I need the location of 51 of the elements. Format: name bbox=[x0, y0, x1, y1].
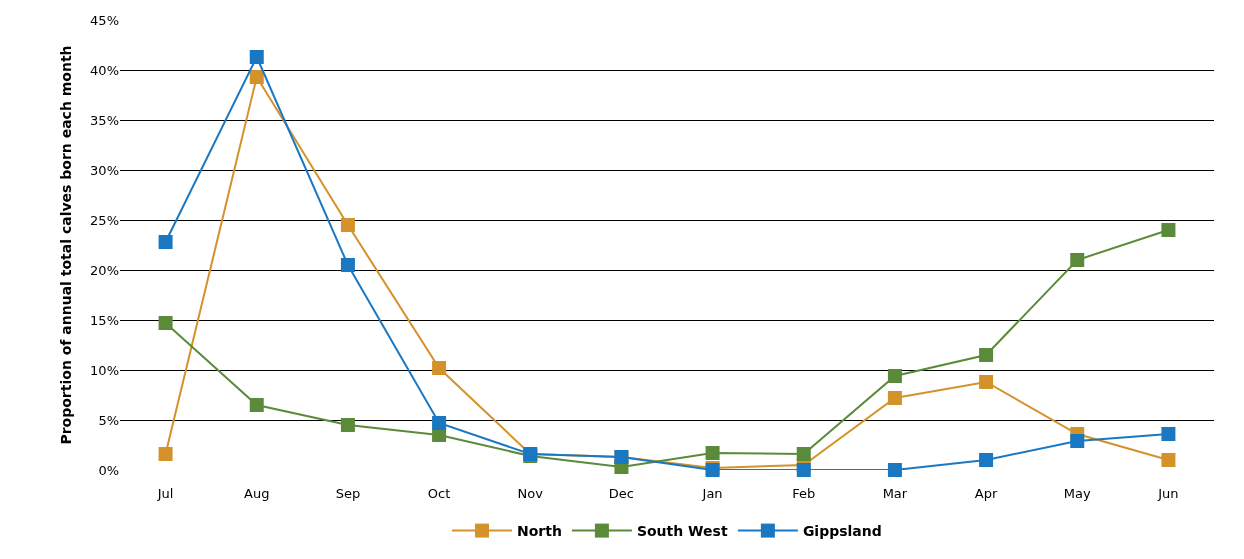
y-tick-label: 25% bbox=[90, 212, 119, 228]
y-axis-title: Proportion of annual total calves born each month bbox=[57, 45, 74, 445]
point bbox=[340, 218, 355, 232]
point bbox=[887, 391, 902, 405]
point bbox=[158, 316, 173, 330]
x-tick-label: Jun bbox=[1157, 486, 1179, 501]
point bbox=[1161, 453, 1176, 467]
point bbox=[249, 50, 264, 64]
y-tick-label: 15% bbox=[90, 312, 119, 328]
y-tick-label: 10% bbox=[90, 362, 119, 378]
x-tick-label: Apr bbox=[974, 486, 998, 501]
point bbox=[432, 361, 447, 375]
y-tick-label: 30% bbox=[90, 162, 119, 178]
x-tick-label: Sep bbox=[335, 486, 361, 501]
y-tick-label: 0% bbox=[98, 462, 119, 478]
x-tick-label: Mar bbox=[882, 486, 908, 501]
point bbox=[979, 348, 994, 362]
point bbox=[249, 70, 264, 84]
x-tick-label: Aug bbox=[244, 486, 270, 501]
y-tick-label: 45% bbox=[90, 12, 119, 28]
point bbox=[340, 258, 355, 272]
point bbox=[249, 398, 264, 412]
y-tick-label: 20% bbox=[90, 262, 119, 278]
point bbox=[796, 447, 811, 461]
point bbox=[979, 375, 994, 389]
x-tick-label: Nov bbox=[517, 486, 544, 501]
point bbox=[1161, 427, 1176, 441]
point bbox=[432, 416, 447, 430]
x-tick-label: May bbox=[1063, 486, 1091, 501]
x-tick-label: Oct bbox=[427, 486, 451, 501]
point bbox=[158, 447, 173, 461]
point bbox=[158, 235, 173, 249]
y-tick-label: 5% bbox=[98, 412, 119, 428]
x-tick-label: Dec bbox=[608, 486, 634, 501]
point bbox=[705, 446, 720, 460]
point bbox=[1161, 223, 1176, 237]
point bbox=[1070, 253, 1085, 267]
legend-label: Gippsland bbox=[802, 523, 882, 540]
legend-label: South West bbox=[636, 523, 728, 540]
point bbox=[340, 418, 355, 432]
point bbox=[887, 369, 902, 383]
x-tick-label: Jul bbox=[156, 486, 174, 501]
y-tick-label: 35% bbox=[90, 112, 119, 128]
point bbox=[1070, 434, 1085, 448]
y-tick-label: 40% bbox=[90, 62, 119, 78]
point bbox=[796, 463, 811, 477]
x-tick-label: Jan bbox=[701, 486, 723, 501]
legend-label: North bbox=[517, 523, 562, 540]
point bbox=[887, 463, 902, 477]
x-tick-label: Feb bbox=[792, 486, 816, 501]
point bbox=[979, 453, 994, 467]
